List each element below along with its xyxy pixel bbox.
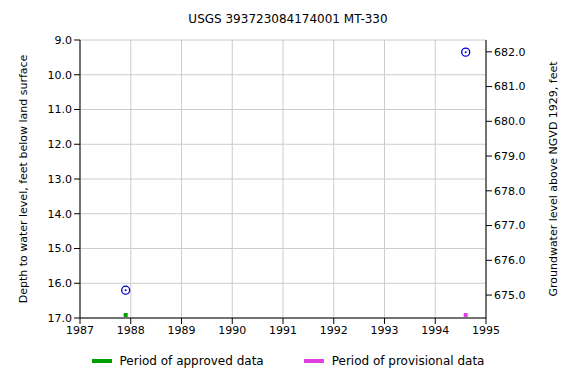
svg-text:16.0: 16.0 — [48, 277, 73, 290]
svg-text:1991: 1991 — [269, 324, 297, 337]
svg-text:1990: 1990 — [218, 324, 246, 337]
svg-text:682.0: 682.0 — [494, 46, 526, 59]
svg-text:9.0: 9.0 — [55, 34, 73, 47]
svg-text:1993: 1993 — [371, 324, 399, 337]
html-text:Period of approved data: Period of approved data — [119, 354, 264, 368]
svg-text:15.0: 15.0 — [48, 242, 73, 255]
svg-text:676.0: 676.0 — [494, 254, 526, 267]
svg-text:677.0: 677.0 — [494, 219, 526, 232]
svg-text:14.0: 14.0 — [48, 208, 73, 221]
svg-text:1992: 1992 — [320, 324, 348, 337]
svg-text:10.0: 10.0 — [48, 69, 73, 82]
svg-text:1995: 1995 — [472, 324, 500, 337]
svg-text:680.0: 680.0 — [494, 115, 526, 128]
svg-text:1987: 1987 — [66, 324, 94, 337]
html-text:USGS 393723084174001 MT-330: USGS 393723084174001 MT-330 — [188, 12, 388, 26]
svg-text:1994: 1994 — [421, 324, 449, 337]
svg-text:11.0: 11.0 — [48, 103, 73, 116]
svg-text:1989: 1989 — [168, 324, 196, 337]
svg-text:12.0: 12.0 — [48, 138, 73, 151]
svg-text:678.0: 678.0 — [494, 185, 526, 198]
svg-text:17.0: 17.0 — [48, 312, 73, 325]
svg-text:Depth to water level, feet bel: Depth to water level, feet below land su… — [17, 54, 30, 303]
svg-text:13.0: 13.0 — [48, 173, 73, 186]
html-text:Period of provisional data: Period of provisional data — [331, 354, 485, 368]
svg-text:Groundwater level above NGVD 1: Groundwater level above NGVD 1929, feet — [547, 61, 560, 297]
svg-text:679.0: 679.0 — [494, 150, 526, 163]
svg-text:675.0: 675.0 — [494, 289, 526, 302]
svg-text:681.0: 681.0 — [494, 80, 526, 93]
svg-text:1988: 1988 — [117, 324, 145, 337]
